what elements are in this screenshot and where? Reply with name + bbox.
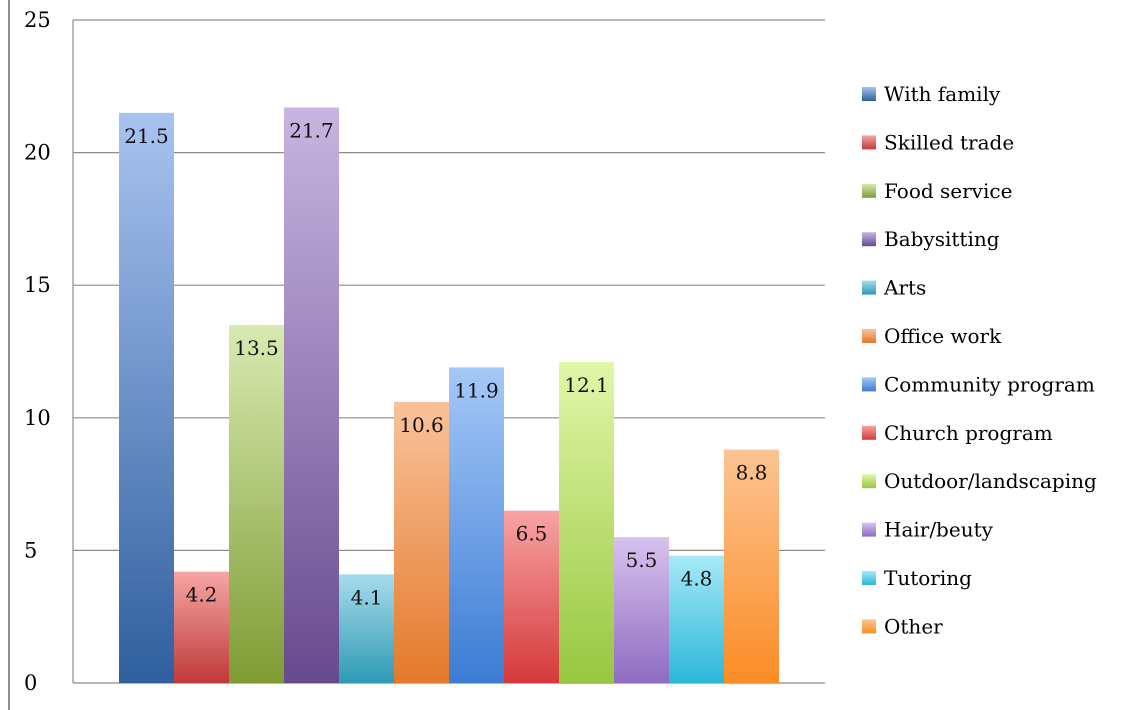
legend-swatch-community-program (862, 377, 876, 392)
legend-swatch-church-program (862, 425, 876, 440)
legend-label-food-service: Food service (884, 179, 1012, 203)
y-tick-label-15: 15 (24, 273, 51, 297)
legend-swatch-food-service (862, 183, 876, 198)
bar-arts (339, 574, 394, 683)
data-label-babysitting: 21.7 (289, 119, 334, 143)
bars (119, 107, 779, 684)
data-labels: 21.5 4.2 13.5 21.7 4.1 10.6 11.9 6.5 12.1 5.5 4.8 8… (124, 119, 767, 610)
bar-community-program (449, 367, 504, 683)
legend-swatch-skilled-trade (862, 135, 876, 150)
bar-office-work (394, 401, 449, 683)
data-label-office-work: 10.6 (399, 413, 444, 437)
legend-label-skilled-trade: Skilled trade (884, 130, 1014, 154)
legend-label-tutoring: Tutoring (884, 566, 972, 590)
y-tick-label-10: 10 (24, 406, 51, 430)
legend-label-other: Other (884, 614, 943, 638)
data-label-food-service: 13.5 (234, 336, 279, 360)
legend-label-babysitting: Babysitting (884, 227, 1000, 251)
legend: With family Skilled trade Food service Baby… (862, 82, 1097, 638)
legend-swatch-hair-beuty (862, 522, 876, 537)
data-label-church-program: 6.5 (516, 522, 548, 546)
legend-label-arts: Arts (883, 276, 926, 300)
bar-other (724, 449, 779, 683)
y-tick-label-20: 20 (24, 141, 51, 165)
legend-label-church-program: Church program (884, 421, 1053, 445)
data-label-arts: 4.1 (351, 585, 383, 609)
legend-label-with-family: With family (884, 82, 1001, 106)
bar-babysitting (284, 107, 339, 684)
bar-with-family (119, 112, 174, 683)
bar-hair-beuty (614, 537, 669, 683)
legend-swatch-outdoor-landscaping (862, 474, 876, 489)
legend-swatch-other (862, 619, 876, 634)
data-label-hair-beuty: 5.5 (626, 548, 658, 572)
data-label-tutoring: 4.8 (681, 567, 713, 591)
legend-label-community-program: Community program (884, 372, 1095, 396)
bar-skilled-trade (174, 571, 229, 683)
legend-swatch-babysitting (862, 232, 876, 247)
legend-label-office-work: Office work (884, 324, 1002, 348)
legend-swatch-tutoring (862, 571, 876, 585)
y-tick-label-25: 25 (24, 8, 51, 32)
data-label-community-program: 11.9 (454, 378, 499, 402)
data-label-other: 8.8 (736, 461, 768, 485)
legend-swatch-with-family (862, 87, 876, 101)
y-tick-label-0: 0 (24, 671, 37, 695)
data-label-outdoor-landscaping: 12.1 (564, 373, 609, 397)
legend-swatch-office-work (862, 329, 876, 343)
y-tick-label-5: 5 (24, 538, 37, 562)
bar-outdoor-landscaping (559, 362, 614, 683)
y-axis-ticks: 0 5 10 15 20 25 (24, 8, 51, 695)
data-label-skilled-trade: 4.2 (186, 583, 218, 607)
bar-food-service (229, 324, 284, 683)
bar-tutoring (669, 555, 724, 683)
bar-church-program (504, 510, 559, 683)
legend-label-hair-beuty: Hair/beuty (884, 518, 994, 542)
data-label-with-family: 21.5 (124, 124, 169, 148)
legend-label-outdoor-landscaping: Outdoor/landscaping (884, 469, 1097, 493)
legend-swatch-arts (862, 280, 876, 295)
